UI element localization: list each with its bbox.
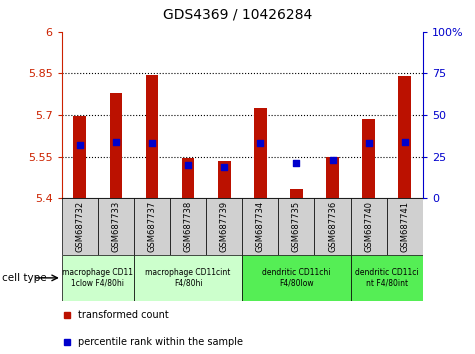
Text: GSM687740: GSM687740	[364, 201, 373, 252]
Text: GSM687733: GSM687733	[112, 201, 120, 252]
Bar	[278, 198, 314, 255]
Point	[256, 141, 264, 146]
Bar	[362, 119, 375, 198]
Point	[329, 157, 336, 163]
Bar	[351, 255, 423, 301]
Text: dendritic CD11ci
nt F4/80int: dendritic CD11ci nt F4/80int	[355, 268, 418, 287]
Bar	[62, 255, 134, 301]
Bar	[242, 255, 351, 301]
Point	[76, 142, 84, 148]
Text: GSM687734: GSM687734	[256, 201, 265, 252]
Bar	[74, 116, 86, 198]
Bar	[170, 198, 206, 255]
Text: percentile rank within the sample: percentile rank within the sample	[78, 337, 243, 347]
Bar	[206, 198, 242, 255]
Bar	[290, 189, 303, 198]
Bar	[182, 158, 194, 198]
Bar	[326, 157, 339, 198]
Text: GSM687735: GSM687735	[292, 201, 301, 252]
Point	[293, 160, 300, 166]
Point	[112, 139, 120, 144]
Bar	[134, 255, 242, 301]
Bar	[146, 75, 158, 198]
Bar	[399, 76, 411, 198]
Text: transformed count: transformed count	[78, 310, 169, 320]
Point	[401, 139, 408, 144]
Point	[184, 162, 192, 168]
Bar	[387, 198, 423, 255]
Bar	[242, 198, 278, 255]
Text: macrophage CD11
1clow F4/80hi: macrophage CD11 1clow F4/80hi	[62, 268, 133, 287]
Text: GSM687741: GSM687741	[400, 201, 409, 252]
Text: GSM687738: GSM687738	[184, 201, 192, 252]
Text: macrophage CD11cint
F4/80hi: macrophage CD11cint F4/80hi	[145, 268, 231, 287]
Text: GSM687736: GSM687736	[328, 201, 337, 252]
Bar	[314, 198, 351, 255]
Bar	[110, 93, 122, 198]
Text: GSM687737: GSM687737	[148, 201, 156, 252]
Point	[365, 141, 372, 146]
Point	[148, 141, 156, 146]
Text: GDS4369 / 10426284: GDS4369 / 10426284	[163, 7, 312, 21]
Text: GSM687739: GSM687739	[220, 201, 228, 252]
Text: cell type: cell type	[2, 273, 47, 283]
Bar	[62, 198, 98, 255]
Text: GSM687732: GSM687732	[76, 201, 84, 252]
Bar	[98, 198, 134, 255]
Bar	[134, 198, 170, 255]
Bar	[218, 161, 230, 198]
Point	[220, 164, 228, 170]
Bar	[254, 108, 266, 198]
Text: dendritic CD11chi
F4/80low: dendritic CD11chi F4/80low	[262, 268, 331, 287]
Bar	[351, 198, 387, 255]
